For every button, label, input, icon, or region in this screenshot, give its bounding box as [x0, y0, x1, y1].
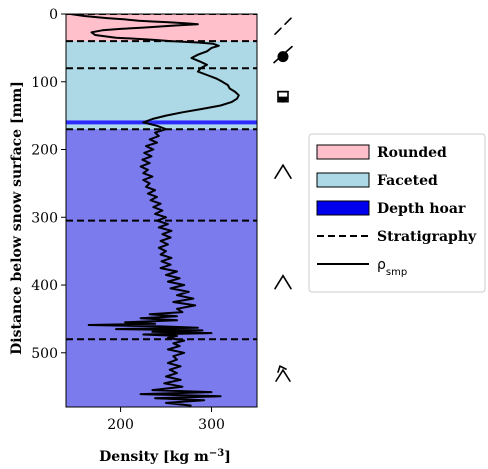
legend-swatch-0: [316, 144, 370, 160]
density-series-line: [70, 14, 240, 407]
snow-layers: [66, 14, 257, 407]
plot-frame: [65, 13, 258, 408]
legend-item-4: ρsmp: [317, 257, 407, 278]
legend-label-3: Stratigraphy: [377, 229, 477, 245]
legend-label-2: Depth hoar: [377, 201, 466, 217]
depth-hoar-icon: [274, 274, 292, 290]
legend-swatch-1: [316, 172, 370, 188]
y-axis-label: Distance below snow surface [mm]: [9, 81, 25, 355]
legend-item-1: Faceted: [316, 172, 438, 189]
faceted-rounding-icon: [277, 90, 289, 103]
stratigraphy-lines: [66, 14, 257, 341]
legend-item-2: Depth hoar: [316, 200, 466, 217]
y-tick-label-4: 400: [31, 278, 58, 294]
rounding-faceted-icon: [273, 45, 293, 64]
y-tick-label-5: 500: [31, 346, 58, 362]
x-axis-label-sup: −3: [209, 448, 224, 459]
x-tick-label-0: 200: [107, 417, 134, 433]
layer-band-2: [66, 120, 257, 125]
legend-item-3: Stratigraphy: [317, 229, 477, 245]
x-tick-label-1: 300: [198, 417, 225, 433]
y-tick-label-2: 200: [31, 143, 58, 159]
x-axis-label-main: Density [kg m: [99, 449, 209, 465]
y-tick-label-0: 0: [49, 7, 58, 23]
legend-item-0: Rounded: [316, 144, 447, 161]
y-axis-ticks: 0 100 200 300 400 500: [31, 7, 66, 362]
legend: Rounded Faceted Depth hoar Stratigraphy ρsmp: [308, 133, 486, 293]
x-axis-ticks: 200 300: [107, 407, 225, 433]
depth-hoar-icon: [274, 163, 292, 179]
x-axis-label: Density [kg m−3]: [99, 448, 231, 466]
y-tick-label-3: 300: [31, 210, 58, 226]
y-tick-label-1: 100: [31, 75, 58, 91]
legend-label-1: Faceted: [377, 173, 438, 189]
x-axis-label-end: ]: [224, 449, 231, 465]
layer-band-0: [66, 14, 257, 42]
decomposing-fragments-icon: [274, 17, 292, 35]
layer-band-1: [66, 41, 257, 121]
depth-hoar-rounding-icon: [275, 364, 291, 382]
legend-label-0: Rounded: [377, 145, 447, 161]
grain-shape-symbols: [273, 17, 293, 382]
legend-swatch-2: [316, 200, 370, 216]
legend-label-4: ρsmp: [377, 257, 407, 278]
